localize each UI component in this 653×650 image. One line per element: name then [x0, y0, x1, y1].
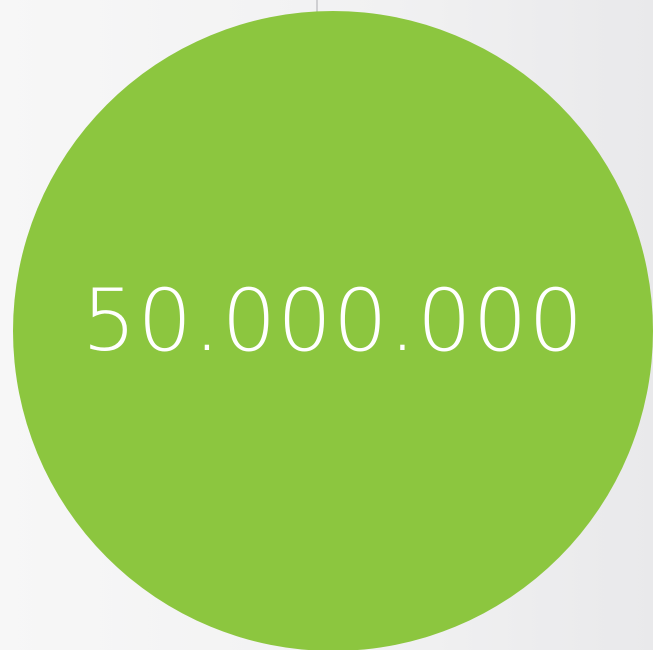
top-divider-line	[316, 0, 318, 14]
stat-value: 50.000.000	[81, 271, 585, 371]
stat-circle: 50.000.000	[13, 11, 653, 650]
